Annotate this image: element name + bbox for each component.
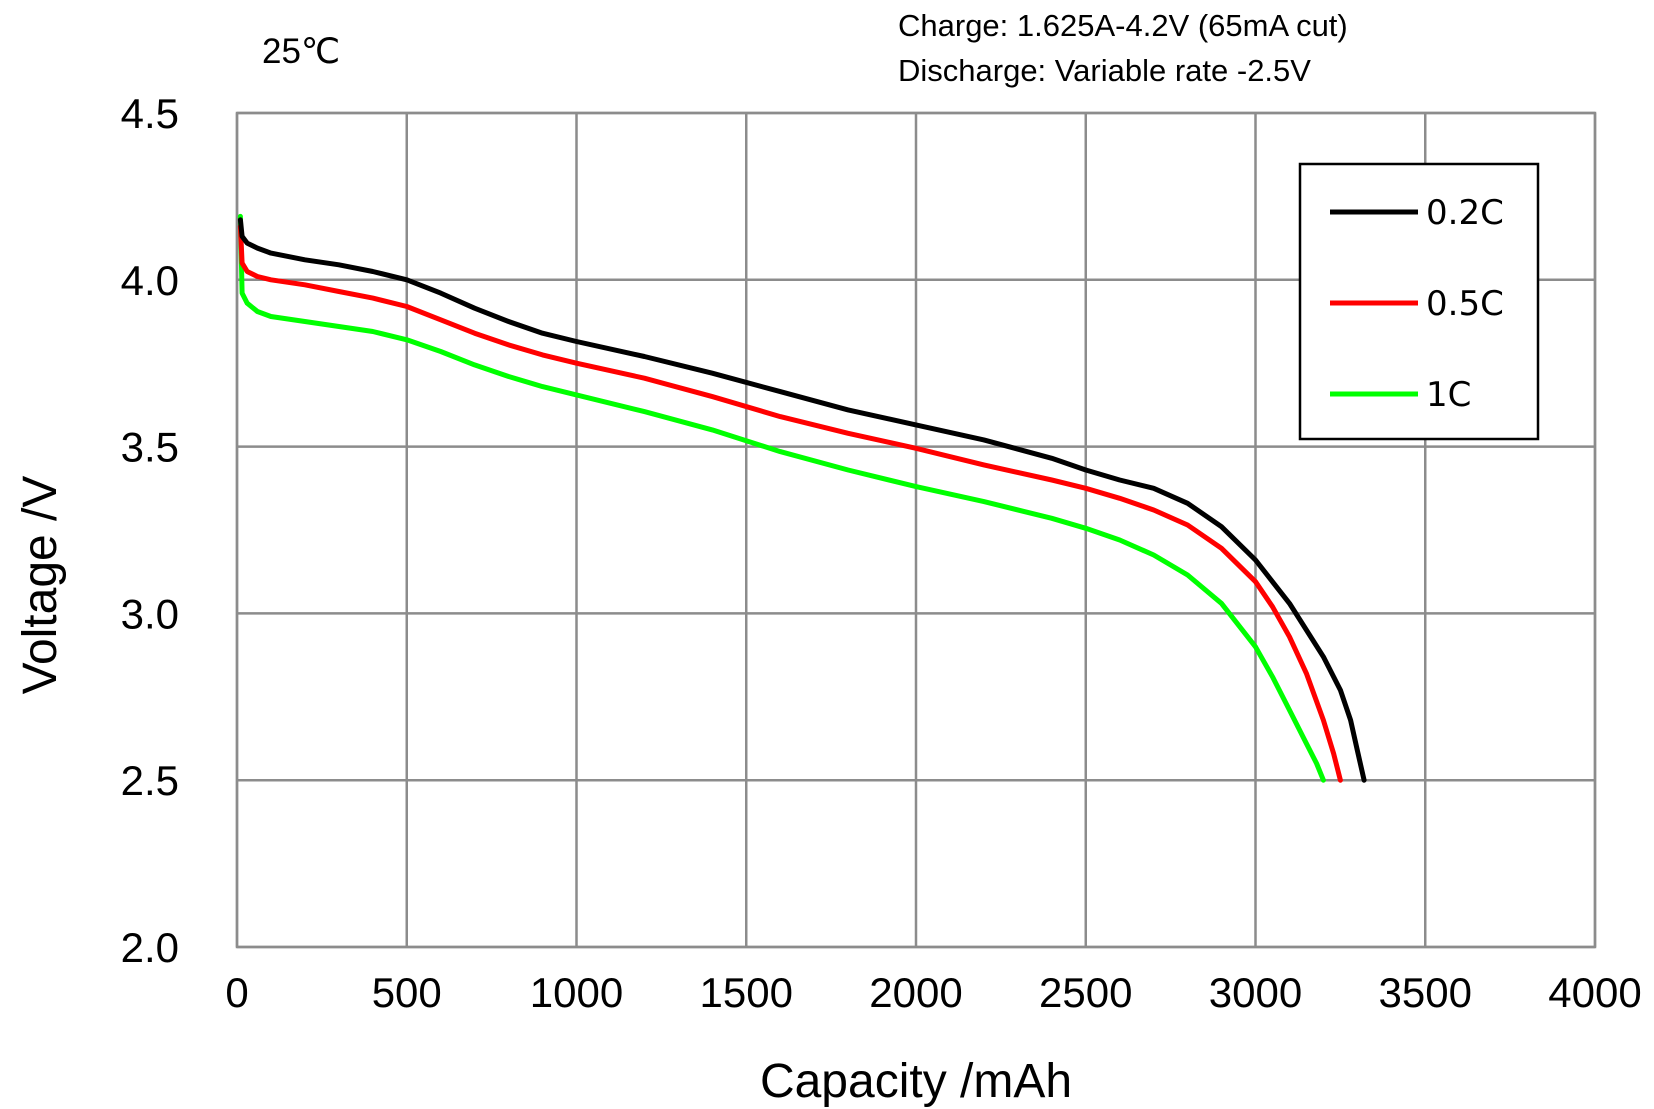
y-tick-label: 2.5 bbox=[121, 757, 179, 804]
series-line-0-2c bbox=[237, 217, 1367, 783]
legend: 0.2C 0.5C 1C bbox=[1298, 162, 1540, 441]
y-tick-label: 4.0 bbox=[121, 257, 179, 304]
plot-area-frame bbox=[235, 111, 1597, 949]
y-tick-label: 3.5 bbox=[121, 424, 179, 471]
x-tick-label: 2000 bbox=[869, 969, 962, 1016]
y-tick-label: 2.0 bbox=[121, 924, 179, 971]
y-axis-ticks: 2.0 2.5 3.0 3.5 4.0 4.5 bbox=[121, 90, 179, 971]
series-lines bbox=[237, 213, 1367, 783]
legend-label-1c: 1C bbox=[1426, 375, 1471, 415]
x-tick-label: 3500 bbox=[1379, 969, 1472, 1016]
legend-label-0-5c: 0.5C bbox=[1426, 284, 1504, 324]
x-axis-ticks: 0 500 1000 1500 2000 2500 3000 3500 4000 bbox=[225, 969, 1641, 1016]
x-tick-label: 500 bbox=[372, 969, 442, 1016]
x-tick-label: 0 bbox=[225, 969, 248, 1016]
x-tick-label: 2500 bbox=[1039, 969, 1132, 1016]
temperature-annotation: 25℃ bbox=[262, 32, 340, 71]
charge-condition-annotation: Charge: 1.625A-4.2V (65mA cut) bbox=[898, 8, 1348, 43]
y-axis-title: Voltage /V bbox=[14, 476, 67, 695]
x-tick-label: 4000 bbox=[1548, 969, 1641, 1016]
y-tick-label: 3.0 bbox=[121, 590, 179, 637]
discharge-condition-annotation: Discharge: Variable rate -2.5V bbox=[898, 53, 1311, 88]
x-tick-label: 1000 bbox=[530, 969, 623, 1016]
series-line-0-5c bbox=[237, 223, 1343, 783]
legend-label-0-2c: 0.2C bbox=[1426, 193, 1504, 233]
series-line-1c bbox=[237, 213, 1326, 783]
x-axis-title: Capacity /mAh bbox=[760, 1055, 1072, 1108]
x-tick-label: 3000 bbox=[1209, 969, 1302, 1016]
x-tick-label: 1500 bbox=[700, 969, 793, 1016]
y-tick-label: 4.5 bbox=[121, 90, 179, 137]
